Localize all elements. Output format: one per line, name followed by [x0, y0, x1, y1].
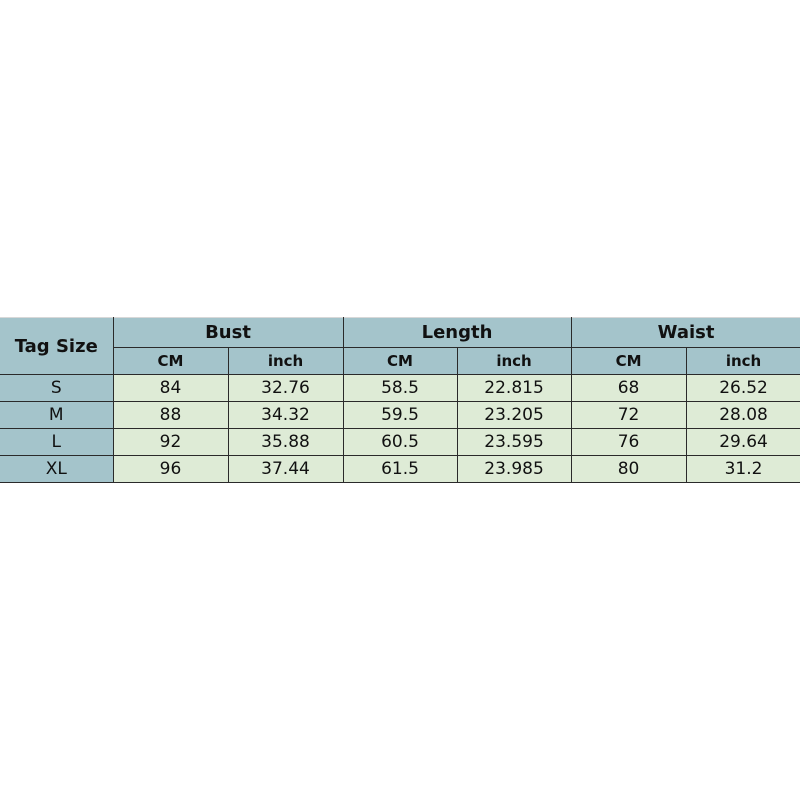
- measurement-cell: 92: [112, 428, 229, 456]
- measurement-cell: 35.88: [227, 428, 344, 456]
- measurement-cell: 23.205: [456, 401, 572, 429]
- size-chart-table: Tag Size Bust Length Waist CM inch CM in…: [0, 317, 800, 483]
- measurement-cell: 26.52: [685, 374, 800, 402]
- size-cell: L: [0, 428, 114, 456]
- unit-header: inch: [227, 347, 344, 375]
- unit-header: CM: [570, 347, 687, 375]
- measurement-cell: 31.2: [685, 455, 800, 483]
- table-row: XL 96 37.44 61.5 23.985 80 31.2: [0, 455, 800, 483]
- measurement-cell: 80: [570, 455, 687, 483]
- size-cell: S: [0, 374, 114, 402]
- table-row: M 88 34.32 59.5 23.205 72 28.08: [0, 401, 800, 429]
- table-row: S 84 32.76 58.5 22.815 68 26.52: [0, 374, 800, 402]
- measurement-cell: 22.815: [456, 374, 572, 402]
- measurement-cell: 23.595: [456, 428, 572, 456]
- measurement-cell: 59.5: [342, 401, 458, 429]
- measurement-cell: 68: [570, 374, 687, 402]
- bust-header: Bust: [112, 317, 344, 348]
- size-cell: M: [0, 401, 114, 429]
- waist-header: Waist: [570, 317, 800, 348]
- measurement-cell: 61.5: [342, 455, 458, 483]
- tag-size-header: Tag Size: [0, 317, 114, 375]
- unit-header: inch: [685, 347, 800, 375]
- measurement-cell: 29.64: [685, 428, 800, 456]
- measurement-cell: 32.76: [227, 374, 344, 402]
- measurement-cell: 23.985: [456, 455, 572, 483]
- length-header: Length: [342, 317, 572, 348]
- measurement-cell: 84: [112, 374, 229, 402]
- measurement-cell: 88: [112, 401, 229, 429]
- size-cell: XL: [0, 455, 114, 483]
- measurement-cell: 58.5: [342, 374, 458, 402]
- unit-header: CM: [342, 347, 458, 375]
- unit-header: inch: [456, 347, 572, 375]
- table-row: L 92 35.88 60.5 23.595 76 29.64: [0, 428, 800, 456]
- measurement-cell: 34.32: [227, 401, 344, 429]
- measurement-cell: 72: [570, 401, 687, 429]
- measurement-cell: 37.44: [227, 455, 344, 483]
- unit-header: CM: [113, 347, 229, 375]
- header-row-units: CM inch CM inch CM inch: [0, 347, 800, 375]
- measurement-cell: 76: [570, 428, 687, 456]
- header-row-groups: Tag Size Bust Length Waist: [0, 317, 800, 375]
- measurement-cell: 60.5: [342, 428, 458, 456]
- measurement-cell: 28.08: [685, 401, 800, 429]
- measurement-cell: 96: [112, 455, 229, 483]
